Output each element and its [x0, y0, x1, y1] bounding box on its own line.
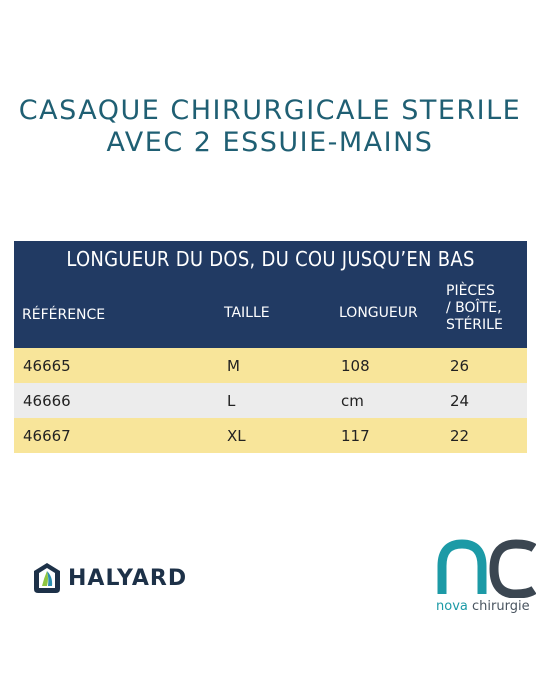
header-longueur: LONGUEUR [339, 305, 418, 321]
nova-chirurgie-wordmark: nova chirurgie [436, 599, 530, 614]
halyard-wordmark: HALYARD [68, 565, 188, 591]
cell-reference: 46667 [23, 427, 71, 445]
cell-longueur: 108 [341, 357, 370, 375]
title-line-1: CASAQUE CHIRURGICALE STERILE [18, 95, 522, 126]
cell-reference: 46665 [23, 357, 71, 375]
cell-taille: XL [227, 427, 246, 445]
table-row: 46666 L cm 24 [14, 383, 527, 418]
header-taille: TAILLE [224, 305, 270, 321]
cell-reference: 46666 [23, 392, 71, 410]
header-pieces: PIÈCES / BOÎTE, STÉRILE [446, 283, 503, 334]
table-row: 46665 M 108 26 [14, 348, 527, 383]
header-pieces-line-3: STÉRILE [446, 317, 503, 333]
cell-taille: L [227, 392, 236, 410]
table-header: LONGUEUR DU DOS, DU COU JUSQU’EN BAS RÉF… [14, 241, 527, 348]
nc-monogram-icon [437, 539, 536, 598]
cell-pieces: 24 [450, 392, 470, 410]
product-table: LONGUEUR DU DOS, DU COU JUSQU’EN BAS RÉF… [14, 241, 527, 453]
header-reference: RÉFÉRENCE [22, 307, 106, 323]
cell-pieces: 26 [450, 357, 470, 375]
cell-taille: M [227, 357, 240, 375]
halyard-logo-icon [34, 563, 60, 593]
cell-pieces: 22 [450, 427, 470, 445]
nova-chirurgie-logo: nova chirurgie [420, 538, 540, 618]
cell-longueur: cm [341, 392, 364, 410]
table-banner: LONGUEUR DU DOS, DU COU JUSQU’EN BAS [66, 247, 475, 271]
nova-word: nova [436, 599, 468, 614]
cell-longueur: 117 [341, 427, 370, 445]
table-row: 46667 XL 117 22 [14, 418, 527, 453]
halyard-logo: HALYARD [32, 562, 187, 594]
header-pieces-line-2: / BOÎTE, [446, 300, 502, 316]
page-title: CASAQUE CHIRURGICALE STERILE AVEC 2 ESSU… [0, 95, 540, 159]
title-line-2: AVEC 2 ESSUIE-MAINS [106, 127, 434, 158]
header-pieces-line-1: PIÈCES [446, 283, 495, 299]
chirurgie-word: chirurgie [472, 599, 530, 614]
